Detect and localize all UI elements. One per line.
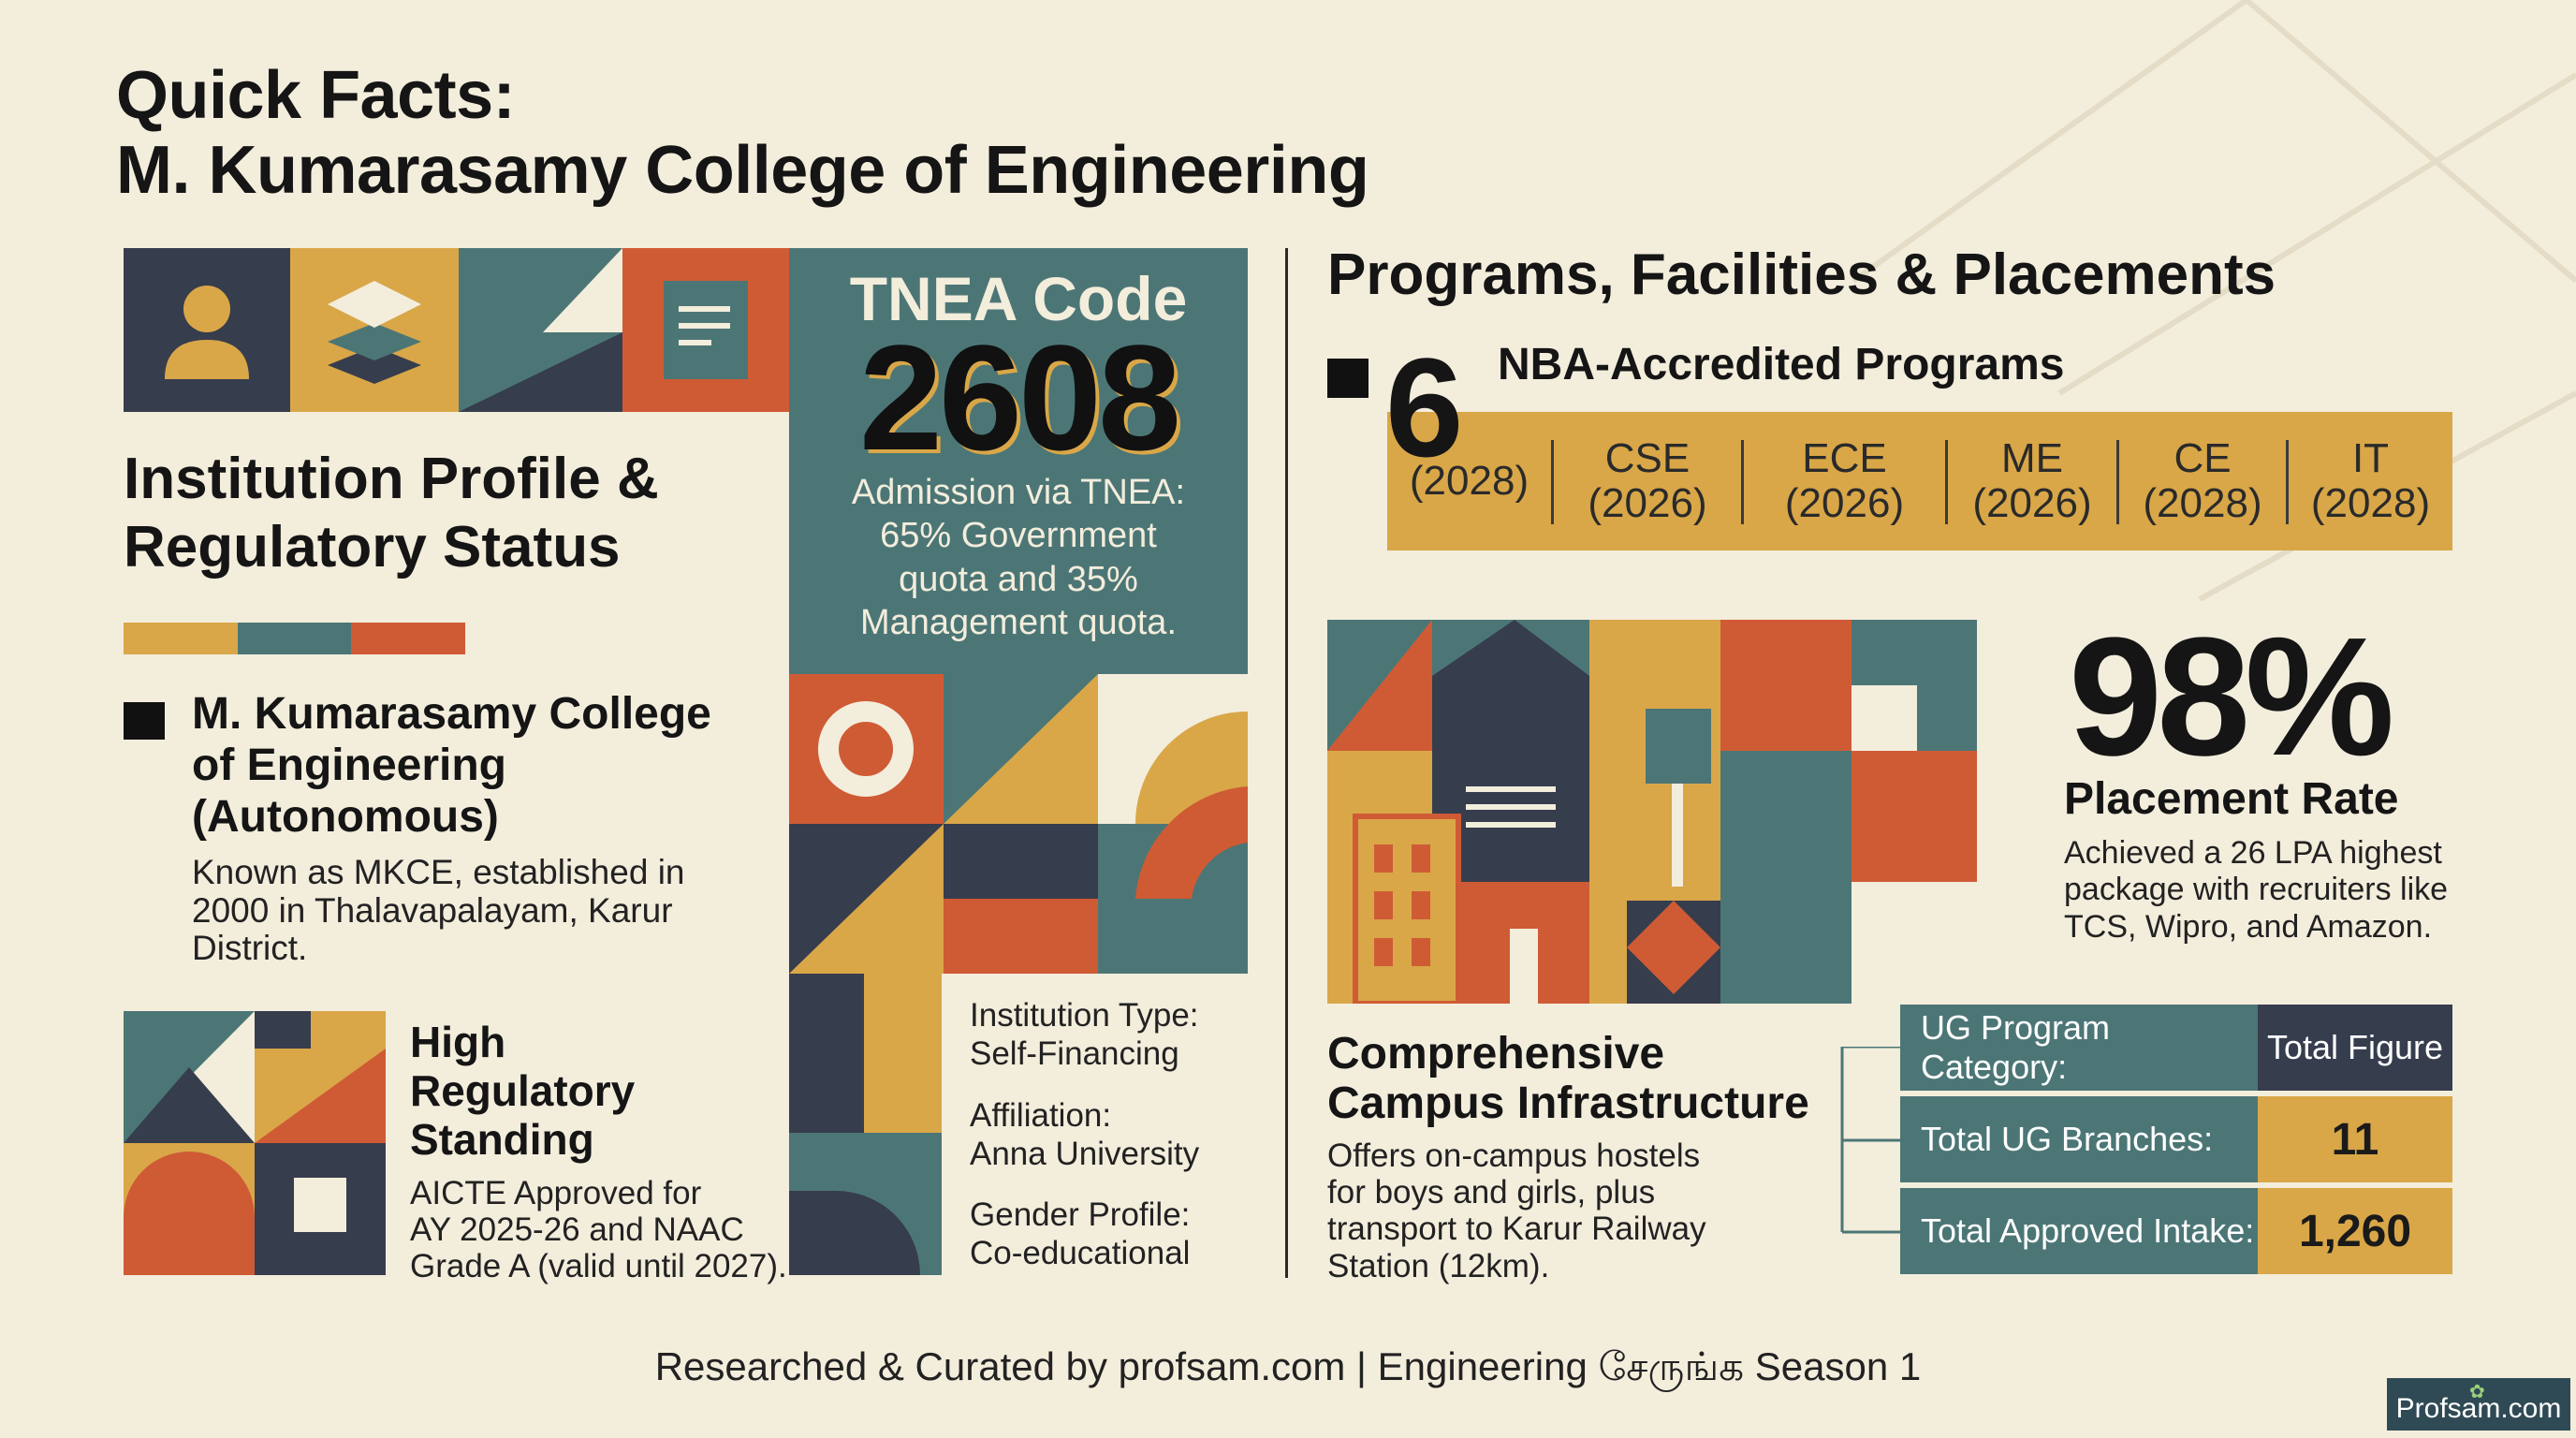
- nba-label: NBA-Accredited Programs: [1498, 340, 2065, 389]
- circle-ring-icon: [818, 701, 914, 797]
- document-icon: [664, 281, 748, 379]
- color-divider-bar: [124, 623, 466, 654]
- table-row: Total Approved Intake: 1,260: [1900, 1188, 2452, 1274]
- table-row-value: 11: [2258, 1096, 2452, 1182]
- table-row-label: Total Approved Intake:: [1900, 1188, 2258, 1274]
- page-title-line-2: M. Kumarasamy College of Engineering: [116, 133, 1369, 208]
- tnea-geo-lower: [789, 974, 942, 1275]
- nba-count: 6: [1385, 329, 1464, 486]
- regulatory-geo-tile: [124, 1011, 386, 1275]
- institution-info: Institution Type: Self-Financing Affilia…: [970, 996, 1199, 1273]
- program-item: (2028): [1409, 457, 1530, 504]
- column-divider: [1285, 248, 1288, 1278]
- icon-tile-document: [622, 248, 789, 412]
- program-item-it: IT (2028): [2310, 434, 2431, 526]
- institution-type-label: Institution Type:: [970, 997, 1199, 1034]
- triangle-shape: [459, 248, 622, 412]
- program-divider: [1551, 440, 1554, 524]
- ug-program-table: UG Program Category: Total Figure Total …: [1900, 1005, 2452, 1276]
- tnea-description: Admission via TNEA: 65% Government quota…: [851, 473, 1186, 643]
- tnea-label: TNEA Code: [849, 264, 1188, 333]
- program-divider: [1741, 440, 1744, 524]
- program-item-ce: CE (2028): [2143, 434, 2262, 526]
- program-item-cse: CSE (2026): [1588, 434, 1707, 526]
- badge-label: Profsam.com: [2395, 1393, 2562, 1424]
- table-row: Total UG Branches: 11: [1900, 1096, 2452, 1182]
- regulatory-description: AICTE Approved for AY 2025-26 and NAAC G…: [410, 1175, 787, 1285]
- infrastructure-heading: Comprehensive Campus Infrastructure: [1327, 1029, 1809, 1128]
- icon-tile-person: [124, 248, 290, 412]
- college-name: M. Kumarasamy College of Engineering (Au…: [192, 689, 711, 843]
- table-header-right: Total Figure: [2258, 1005, 2452, 1091]
- tnea-code: 2608: [859, 314, 1181, 481]
- nba-program-strip: (2028) CSE (2026) ECE (2026) ME (2026) CE (2…: [1387, 412, 2452, 550]
- college-description: Known as MKCE, established in 2000 in Th…: [192, 853, 685, 968]
- infrastructure-description: Offers on-campus hostels for boys and gi…: [1327, 1137, 1706, 1284]
- placement-rate-label: Placement Rate: [2064, 774, 2399, 824]
- building-icon: [1466, 786, 1556, 828]
- table-row-value: 1,260: [2258, 1188, 2452, 1274]
- bullet-square-icon: [1327, 359, 1368, 398]
- table-connector-lines: [1840, 1047, 1900, 1234]
- table-row-label: Total UG Branches:: [1900, 1096, 2258, 1182]
- regulatory-heading: High Regulatory Standing: [410, 1018, 636, 1164]
- footer-credit: Researched & Curated by profsam.com | En…: [654, 1344, 1922, 1388]
- icon-tile-layers: [290, 248, 459, 412]
- table-header-row: UG Program Category: Total Figure: [1900, 1005, 2452, 1091]
- program-divider: [2286, 440, 2289, 524]
- layers-icon: [328, 281, 421, 384]
- affiliation-label: Affiliation:: [970, 1096, 1112, 1134]
- background-lines: [1852, 0, 2576, 602]
- placement-description: Achieved a 26 LPA highest package with r…: [2064, 835, 2449, 945]
- gender-profile-label: Gender Profile:: [970, 1196, 1191, 1234]
- program-divider: [1945, 440, 1948, 524]
- table-header-left: UG Program Category:: [1900, 1005, 2258, 1091]
- campus-geo-art: [1327, 620, 1977, 1004]
- profsam-badge[interactable]: ✿ Profsam.com: [2387, 1378, 2570, 1431]
- affiliation-value: Anna University: [970, 1135, 1200, 1172]
- tnea-panel: TNEA Code 2608 Admission via TNEA: 65% G…: [789, 248, 1248, 674]
- badge-icon: ✿: [2469, 1382, 2485, 1402]
- program-item-me: ME (2026): [1972, 434, 2092, 526]
- program-item-ece: ECE (2026): [1784, 434, 1905, 526]
- person-icon: [165, 286, 249, 379]
- institution-profile-heading: Institution Profile & Regulatory Status: [124, 447, 659, 580]
- bullet-square-icon: [124, 702, 165, 740]
- page-title-line-1: Quick Facts:: [116, 58, 516, 133]
- program-divider: [2116, 440, 2119, 524]
- programs-section-heading: Programs, Facilities & Placements: [1327, 242, 2276, 307]
- placement-rate-value: 98%: [2069, 603, 2394, 791]
- institution-type-value: Self-Financing: [970, 1035, 1179, 1073]
- geo-tile-teal: [459, 248, 622, 412]
- gender-profile-value: Co-educational: [970, 1235, 1191, 1272]
- tnea-geo-mosaic: [789, 674, 1248, 974]
